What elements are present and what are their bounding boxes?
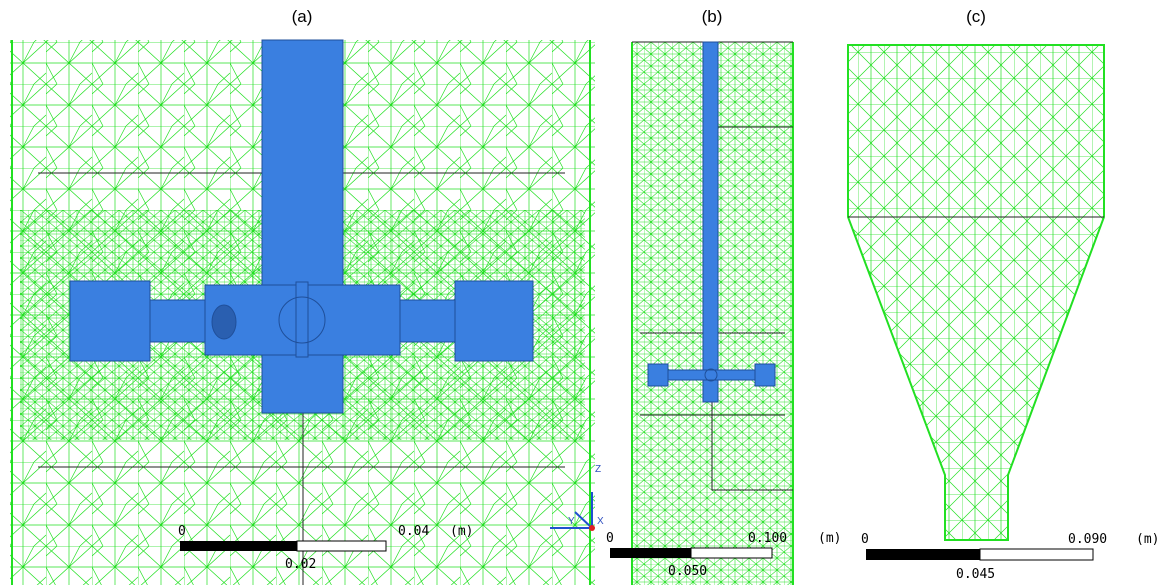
- axis-x: X: [597, 516, 604, 527]
- scale-end: 0.090: [1068, 532, 1107, 547]
- page: {"panels": [ {"label": "(a)", "scale": {…: [0, 0, 1163, 585]
- scale-start: 0: [606, 531, 614, 546]
- axis-z: Z: [595, 464, 601, 475]
- scale-unit: (m): [450, 524, 473, 539]
- scale-start: 0: [861, 532, 869, 547]
- scale-bar: [610, 548, 691, 558]
- hole: [212, 305, 236, 339]
- scale-bar: [866, 549, 980, 560]
- panel-label: (c): [966, 7, 986, 26]
- scale-end: 0.100: [748, 531, 787, 546]
- axis-origin: [589, 525, 595, 531]
- blade: [455, 281, 533, 361]
- arm: [668, 370, 755, 380]
- scale-start: 0: [178, 524, 186, 539]
- shaft: [703, 42, 718, 402]
- blade: [648, 364, 668, 386]
- arm: [400, 300, 455, 342]
- scale-bar: [180, 541, 297, 551]
- scale-mid: 0.050: [668, 564, 707, 579]
- scale-end: 0.04: [398, 524, 429, 539]
- body: (a) 0 0.04 (m) 0.02 Z X Y (b) 0 0.100 (m…: [0, 0, 1163, 585]
- blade: [755, 364, 775, 386]
- mesh: [848, 45, 1104, 540]
- figure: (a) 0 0.04 (m) 0.02 Z X Y (b) 0 0.100 (m…: [0, 0, 1163, 585]
- scale-mid: 0.02: [285, 557, 316, 572]
- blade: [70, 281, 150, 361]
- scale-mid: 0.045: [956, 567, 995, 582]
- axis-y: Y: [568, 516, 575, 527]
- arm: [150, 300, 205, 342]
- panel-label: (a): [292, 7, 313, 26]
- scale-unit: (m): [1136, 532, 1159, 547]
- panel-label: (b): [702, 7, 723, 26]
- scale-bar: [297, 541, 386, 551]
- scale-bar: [691, 548, 772, 558]
- key: [296, 282, 308, 357]
- scale-bar: [980, 549, 1093, 560]
- scale-unit: (m): [818, 531, 841, 546]
